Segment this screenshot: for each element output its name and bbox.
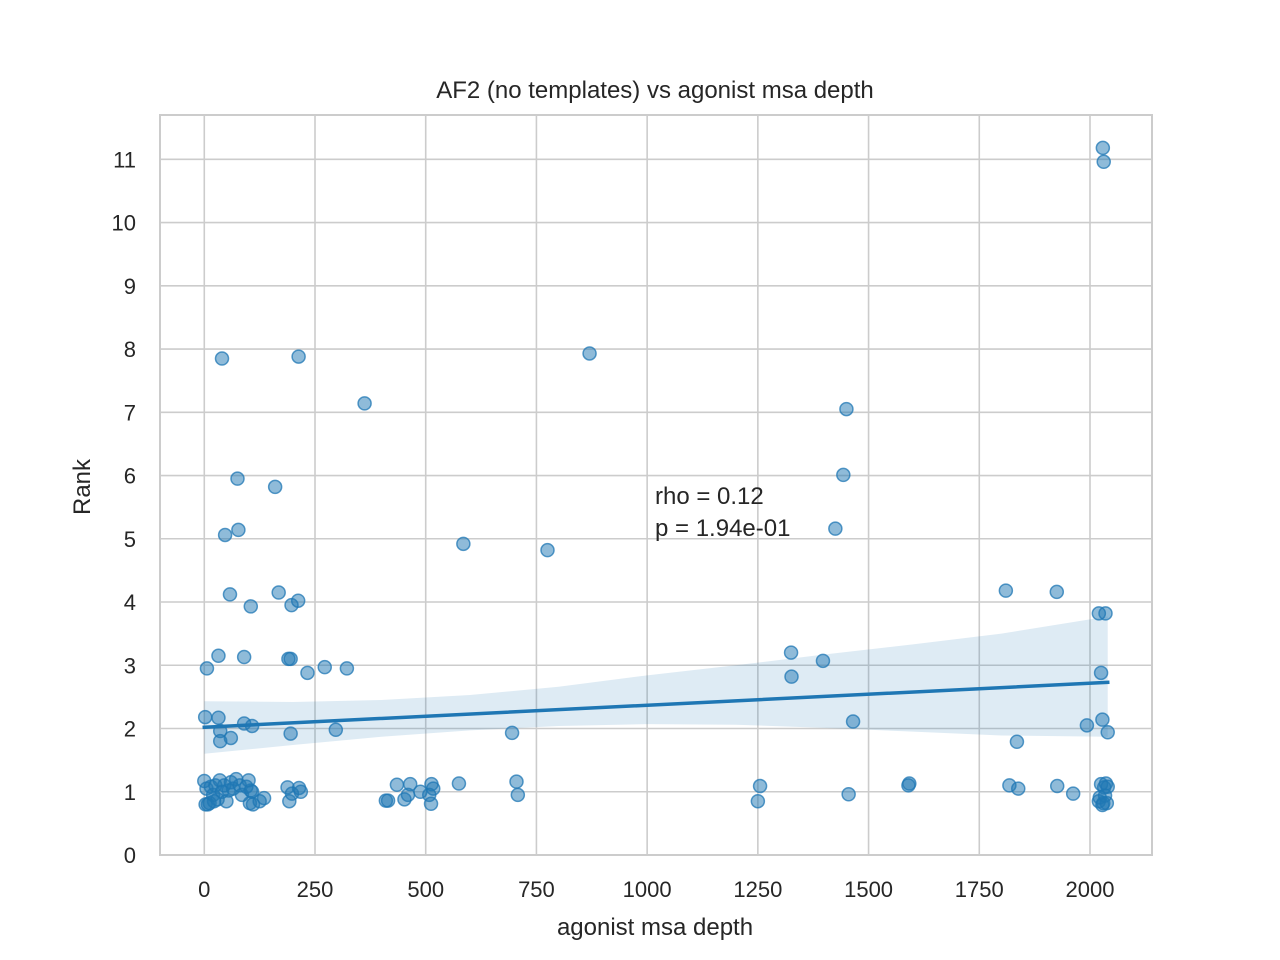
data-point <box>402 776 418 792</box>
data-point <box>845 714 861 729</box>
data-point <box>290 593 306 608</box>
y-tick-label: 5 <box>124 527 136 552</box>
y-tick-labels: 0 1 2 3 4 5 6 7 8 9 10 11 <box>112 147 136 868</box>
data-point <box>1049 584 1065 600</box>
data-point <box>217 527 233 543</box>
data-point <box>1099 795 1115 811</box>
x-tick-label: 2000 <box>1066 877 1115 902</box>
data-point <box>836 467 851 483</box>
data-point <box>839 401 854 417</box>
data-point <box>509 774 524 789</box>
regression-line <box>202 680 1110 730</box>
data-point <box>1095 140 1111 156</box>
y-tick-label: 6 <box>124 464 136 489</box>
data-point <box>283 651 298 667</box>
x-tick-label: 1500 <box>844 877 893 902</box>
data-point <box>423 796 439 812</box>
data-point <box>199 661 215 676</box>
data-point <box>223 730 239 746</box>
data-point <box>752 778 768 794</box>
y-tick-label: 8 <box>124 337 136 362</box>
confidence-band-area <box>204 616 1108 754</box>
data-point <box>230 471 245 486</box>
y-tick-label: 2 <box>124 717 136 742</box>
y-tick-label: 11 <box>113 147 136 172</box>
data-point <box>582 346 597 361</box>
data-point <box>1098 606 1113 621</box>
data-point <box>504 725 520 741</box>
data-point <box>231 522 246 538</box>
data-point <box>783 645 799 660</box>
y-tick-label: 7 <box>124 400 136 425</box>
x-tick-label: 250 <box>297 877 334 902</box>
regression-line-group <box>202 680 1110 730</box>
chart-title: AF2 (no templates) vs agonist msa depth <box>436 77 874 104</box>
data-point <box>328 722 344 738</box>
x-tick-label: 0 <box>198 877 210 902</box>
plot-frame <box>159 114 1153 856</box>
data-point <box>1095 712 1110 727</box>
y-tick-label: 10 <box>112 211 136 236</box>
data-point <box>197 709 213 725</box>
data-point <box>271 585 286 600</box>
data-point <box>222 587 238 602</box>
data-point <box>211 710 226 726</box>
data-point <box>214 351 230 366</box>
data-point <box>456 536 471 552</box>
data-point <box>283 726 298 741</box>
data-point <box>451 776 467 791</box>
data-point <box>380 793 396 808</box>
y-axis-label: Rank <box>69 458 96 515</box>
data-point <box>998 583 1014 598</box>
data-point <box>902 776 917 791</box>
x-tick-label: 500 <box>407 877 444 902</box>
annotation-p: p = 1.94e-01 <box>655 515 790 542</box>
x-tick-label: 1750 <box>955 877 1004 902</box>
data-points <box>197 140 1115 813</box>
data-point <box>1100 779 1115 794</box>
data-point <box>389 777 405 793</box>
data-point <box>1079 718 1095 733</box>
y-tick-label: 1 <box>124 780 136 805</box>
y-tick-label: 0 <box>124 843 136 868</box>
x-axis-label: agonist msa depth <box>557 914 753 941</box>
data-point <box>291 349 306 364</box>
data-point <box>1096 154 1111 170</box>
data-point <box>293 784 309 800</box>
y-tick-label: 3 <box>124 653 136 678</box>
x-tick-label: 1000 <box>623 877 672 902</box>
confidence-band <box>204 616 1108 754</box>
data-point <box>256 790 272 806</box>
x-tick-labels: 0 250 500 750 1000 1250 1500 1750 2000 <box>198 877 1114 902</box>
data-point <box>243 599 259 614</box>
data-point <box>1065 786 1081 801</box>
data-point <box>841 787 856 802</box>
x-tick-label: 750 <box>518 877 555 902</box>
data-point <box>357 396 372 411</box>
data-point <box>815 653 831 669</box>
grid-lines <box>160 115 1152 856</box>
annotation-rho: rho = 0.12 <box>655 483 764 510</box>
data-point <box>1009 734 1025 750</box>
data-point <box>339 661 355 676</box>
data-point <box>510 787 526 803</box>
data-point <box>750 793 766 809</box>
data-point <box>236 649 252 665</box>
y-tick-label: 4 <box>124 590 136 615</box>
data-point <box>300 665 315 681</box>
data-point <box>1100 725 1115 740</box>
data-point <box>828 521 843 536</box>
y-tick-label: 9 <box>124 274 136 299</box>
data-point <box>1049 778 1065 794</box>
data-point <box>784 669 799 684</box>
data-point <box>211 648 226 664</box>
data-point <box>317 659 332 675</box>
x-tick-label: 1250 <box>733 877 782 902</box>
data-point <box>425 781 441 796</box>
data-point <box>1011 781 1026 796</box>
data-point <box>1093 665 1109 681</box>
data-point <box>267 479 283 495</box>
data-point <box>540 542 555 558</box>
